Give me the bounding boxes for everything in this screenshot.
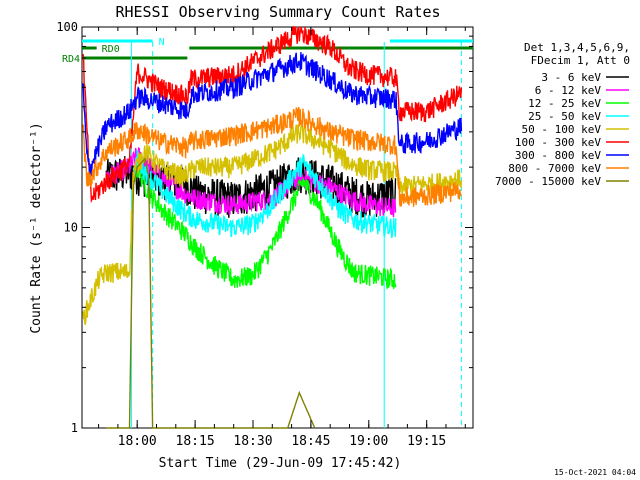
chart-title: RHESSI Observing Summary Count Rates bbox=[115, 3, 440, 21]
series-line bbox=[82, 122, 463, 325]
y-tick-label: 1 bbox=[71, 421, 78, 435]
series-line bbox=[82, 106, 462, 207]
series-line bbox=[132, 149, 397, 238]
legend-entry-label: 3 - 6 keV bbox=[541, 71, 601, 84]
plot-area bbox=[81, 26, 474, 429]
y-axis-label: Count Rate (s⁻¹ detector⁻¹) bbox=[29, 122, 44, 333]
timestamp: 15-Oct-2021 04:04 bbox=[554, 468, 636, 477]
legend-entry-label: 50 - 100 keV bbox=[522, 123, 602, 136]
flag-bars: N RD0 RD4 bbox=[62, 37, 473, 65]
x-tick-label: 18:45 bbox=[291, 434, 330, 449]
flag-label-n: N bbox=[159, 37, 165, 48]
series-line bbox=[132, 159, 397, 289]
legend-entry-label: 7000 - 15000 keV bbox=[495, 175, 601, 188]
legend-entry-label: 300 - 800 keV bbox=[515, 149, 601, 162]
x-tick-label: 19:15 bbox=[407, 434, 446, 449]
x-tick-label: 19:00 bbox=[349, 434, 388, 449]
legend-entry-label: 100 - 300 keV bbox=[515, 136, 601, 149]
y-tick-label: 100 bbox=[56, 20, 78, 34]
axes: 1 10 100 18:00 18:15 18:30 18:45 19:00 19:15 bbox=[56, 20, 473, 449]
flag-label-rd0: RD0 bbox=[102, 44, 120, 55]
legend-header: Det 1,3,4,5,6,9, bbox=[524, 41, 630, 54]
legend-entry-label: 800 - 7000 keV bbox=[508, 162, 601, 175]
series-line bbox=[82, 52, 463, 177]
y-tick-label: 10 bbox=[64, 221, 78, 235]
legend-entry-label: 12 - 25 keV bbox=[528, 97, 601, 110]
legend-entry-label: 25 - 50 keV bbox=[528, 110, 601, 123]
x-tick-label: 18:15 bbox=[176, 434, 215, 449]
series-line bbox=[106, 157, 316, 429]
data-series bbox=[82, 25, 463, 429]
legend: Det 1,3,4,5,6,9,FDecim 1, Att 0 3 - 6 keV… bbox=[495, 41, 630, 188]
legend-header: FDecim 1, Att 0 bbox=[531, 54, 630, 67]
legend-entry-label: 6 - 12 keV bbox=[535, 84, 602, 97]
plot-frame bbox=[81, 26, 474, 429]
series-line bbox=[82, 25, 463, 204]
series-line bbox=[105, 146, 397, 218]
x-axis-label: Start Time (29-Jun-09 17:45:42) bbox=[159, 456, 402, 471]
flag-label-rd4: RD4 bbox=[62, 54, 80, 65]
x-tick-label: 18:30 bbox=[233, 434, 272, 449]
x-tick-label: 18:00 bbox=[118, 434, 157, 449]
